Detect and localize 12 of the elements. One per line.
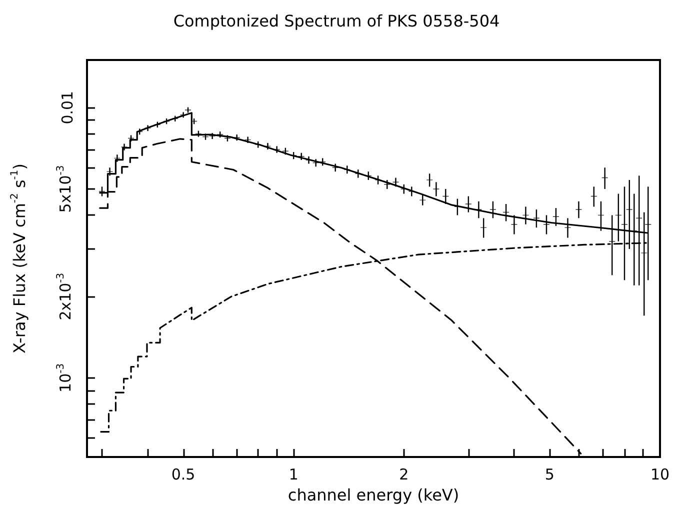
x-tick-label: 2: [399, 466, 409, 484]
x-tick-label: 5: [544, 466, 554, 484]
y-tick-label: 2x10-3: [56, 272, 74, 320]
y-tick-label: 5x10-3: [56, 165, 74, 213]
y-tick-label: 0.01: [58, 90, 76, 124]
x-axis-title: channel energy (keV): [288, 486, 460, 504]
y-axis-title: X-ray Flux (keV cm-2 s-1): [10, 163, 29, 354]
y-tick-label: 10-3: [56, 363, 74, 392]
x-tick-label: 0.5: [171, 466, 196, 484]
x-tick-label: 1: [288, 466, 298, 484]
chart-title: Comptonized Spectrum of PKS 0558-504: [173, 12, 500, 30]
x-tick-label: 10: [650, 466, 670, 484]
